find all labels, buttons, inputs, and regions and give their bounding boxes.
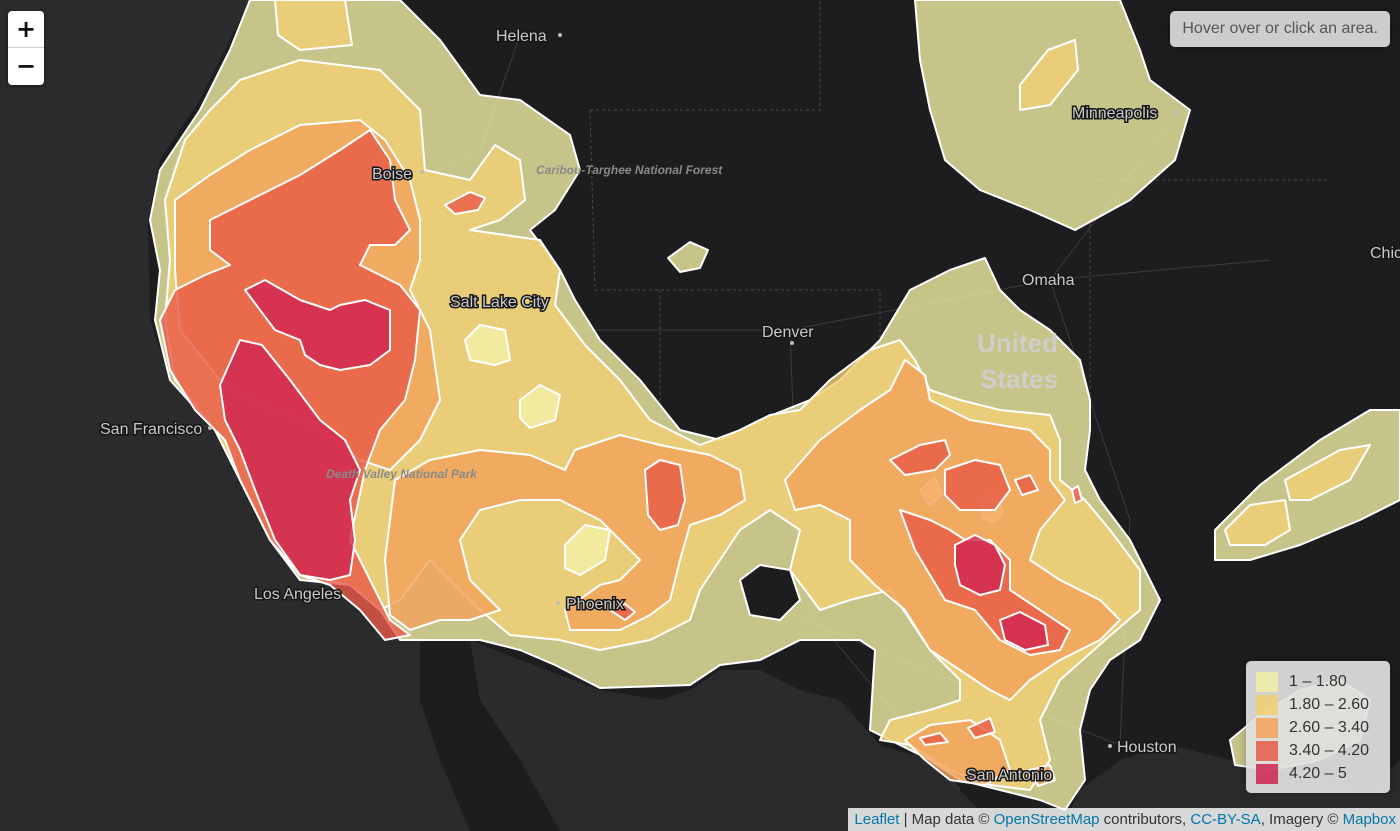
band-5[interactable]	[219, 279, 1049, 651]
osm-link[interactable]: OpenStreetMap	[993, 811, 1100, 828]
legend-item: 2.60 – 3.40	[1256, 716, 1380, 739]
band-4-ok2[interactable]	[944, 459, 1011, 511]
legend-swatch	[1256, 671, 1278, 692]
legend-label: 3.40 – 4.20	[1289, 741, 1370, 759]
hole-2[interactable]	[519, 384, 561, 429]
band-4-ok4[interactable]	[1014, 474, 1039, 496]
city-label: San Antonio	[966, 767, 1052, 784]
band-2-east-2[interactable]	[1284, 444, 1371, 501]
city-label: Helena	[496, 28, 547, 45]
hole-1[interactable]	[464, 324, 511, 366]
info-box: Hover over or click an area.	[1170, 11, 1390, 47]
band-2-east[interactable]	[1224, 499, 1291, 546]
band-2-north[interactable]	[274, 0, 353, 51]
legend-label: 2.60 – 3.40	[1289, 718, 1370, 736]
city-label: Phoenix	[566, 596, 624, 613]
band-5-tx[interactable]	[999, 611, 1049, 651]
attribution-text: | Map data ©	[899, 811, 994, 828]
city-label: Chicago	[1370, 245, 1400, 262]
feature-label: Caribou-Targhee National Forest	[536, 163, 723, 177]
legend-swatch	[1256, 740, 1278, 761]
legend-item: 3.40 – 4.20	[1256, 739, 1380, 762]
legend: 1 – 1.80 1.80 – 2.60 2.60 – 3.40 3.40 – …	[1246, 661, 1390, 793]
band-4-tx1[interactable]	[919, 732, 949, 746]
band-1-north[interactable]	[914, 0, 1191, 231]
city-label: Minneapolis	[1072, 105, 1157, 122]
band-4-tx3[interactable]	[1071, 485, 1083, 504]
baja-land	[420, 640, 560, 831]
legend-item: 1.80 – 2.60	[1256, 693, 1380, 716]
legend-label: 4.20 – 5	[1289, 764, 1347, 782]
country-label-line1: United	[977, 328, 1058, 358]
band-5-ok[interactable]	[954, 534, 1006, 596]
zoom-in-button[interactable]: +	[15, 15, 37, 43]
city-label: Boise	[372, 166, 412, 183]
city-label: San Francisco	[100, 421, 202, 438]
mapbox-link[interactable]: Mapbox	[1342, 811, 1396, 828]
band-5-california[interactable]	[219, 339, 361, 581]
map-labels: Helena Boise Minneapolis Salt Lake City …	[99, 27, 1400, 786]
legend-label: 1 – 1.80	[1289, 672, 1347, 690]
band-4-phoenix[interactable]	[609, 603, 636, 621]
legend-label: 1.80 – 2.60	[1289, 695, 1370, 713]
country-label-line2: States	[980, 364, 1058, 394]
legend-item: 1 – 1.80	[1256, 670, 1380, 693]
hole-empty	[739, 564, 801, 621]
band-1-island[interactable]	[667, 241, 709, 273]
band-5-nevada[interactable]	[244, 279, 391, 371]
attribution-text: contributors,	[1099, 811, 1191, 828]
city-markers	[208, 33, 1178, 748]
city-label: Denver	[762, 324, 814, 341]
city-label: Salt Lake City	[450, 294, 549, 311]
band-4-tx2[interactable]	[967, 717, 996, 739]
band-4-ok1[interactable]	[889, 439, 951, 476]
attribution: Leaflet | Map data © OpenStreetMap contr…	[848, 808, 1400, 831]
band-4-idaho[interactable]	[444, 191, 486, 215]
city-label: Omaha	[1022, 272, 1075, 289]
hole-3[interactable]	[564, 524, 611, 576]
attribution-text: , Imagery ©	[1260, 811, 1343, 828]
feature-label: Death Valley National Park	[326, 467, 478, 481]
license-link[interactable]: CC-BY-SA	[1190, 811, 1261, 828]
leaflet-link[interactable]: Leaflet	[854, 811, 900, 828]
band-2-north-east[interactable]	[1019, 39, 1079, 111]
legend-swatch	[1256, 717, 1278, 738]
band-4-arizona[interactable]	[644, 459, 686, 531]
legend-swatch	[1256, 763, 1278, 784]
zoom-out-button[interactable]: −	[8, 47, 44, 85]
zoom-control: + −	[8, 11, 44, 85]
legend-item: 4.20 – 5	[1256, 762, 1380, 785]
city-label: Los Angeles	[254, 586, 341, 603]
city-label: Houston	[1117, 739, 1177, 756]
legend-swatch	[1256, 694, 1278, 715]
band-3-blip[interactable]	[1029, 764, 1056, 787]
choropleth-layer[interactable]	[149, 0, 1400, 811]
